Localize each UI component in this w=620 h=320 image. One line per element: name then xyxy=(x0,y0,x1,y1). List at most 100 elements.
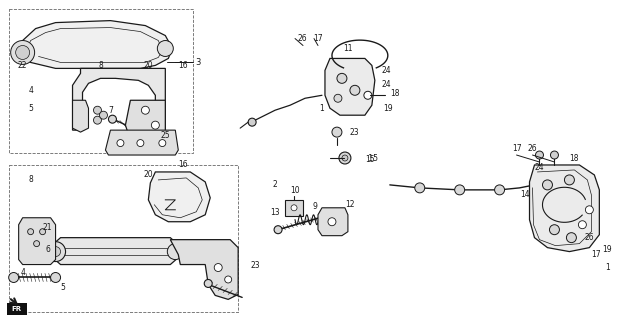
Polygon shape xyxy=(148,172,210,222)
Text: 16: 16 xyxy=(179,61,188,70)
Circle shape xyxy=(51,273,61,283)
Circle shape xyxy=(16,45,30,60)
Circle shape xyxy=(415,183,425,193)
Circle shape xyxy=(536,151,544,159)
Circle shape xyxy=(564,175,574,185)
Text: 20: 20 xyxy=(144,61,153,70)
Text: 23: 23 xyxy=(250,261,260,270)
Circle shape xyxy=(33,241,40,247)
Text: 4: 4 xyxy=(20,268,25,277)
Circle shape xyxy=(334,94,342,102)
Circle shape xyxy=(94,116,102,124)
Circle shape xyxy=(585,206,593,214)
Bar xyxy=(9,165,238,312)
Text: 24: 24 xyxy=(381,66,391,75)
Circle shape xyxy=(549,225,559,235)
Circle shape xyxy=(11,41,35,64)
Circle shape xyxy=(224,276,232,283)
Circle shape xyxy=(342,155,348,161)
Text: 22: 22 xyxy=(18,61,27,70)
Text: FR: FR xyxy=(12,306,22,312)
Text: 11: 11 xyxy=(343,44,353,53)
Circle shape xyxy=(248,118,256,126)
Polygon shape xyxy=(325,59,375,115)
Text: 25: 25 xyxy=(161,131,170,140)
Text: 3: 3 xyxy=(195,58,201,67)
Circle shape xyxy=(157,41,174,56)
Circle shape xyxy=(51,247,61,257)
Text: 6: 6 xyxy=(45,245,50,254)
Circle shape xyxy=(567,233,577,243)
Text: 5: 5 xyxy=(60,283,65,292)
Bar xyxy=(285,200,303,216)
Circle shape xyxy=(551,151,559,159)
Polygon shape xyxy=(53,238,179,265)
Text: 19: 19 xyxy=(603,245,612,254)
Text: 23: 23 xyxy=(349,128,359,137)
Circle shape xyxy=(9,273,19,283)
Text: 1: 1 xyxy=(605,263,609,272)
Text: 20: 20 xyxy=(144,171,153,180)
Circle shape xyxy=(159,140,166,147)
Circle shape xyxy=(495,185,505,195)
Text: 8: 8 xyxy=(98,61,103,70)
Circle shape xyxy=(454,185,464,195)
Text: 17: 17 xyxy=(512,144,521,153)
Text: 12: 12 xyxy=(345,200,355,209)
Circle shape xyxy=(46,242,66,261)
Text: 24: 24 xyxy=(381,80,391,89)
Polygon shape xyxy=(19,218,56,265)
Text: 10: 10 xyxy=(290,186,300,196)
Text: 17: 17 xyxy=(591,250,601,259)
Circle shape xyxy=(94,106,102,114)
Polygon shape xyxy=(125,100,166,152)
Text: 19: 19 xyxy=(383,104,392,113)
Bar xyxy=(9,9,193,153)
Text: 18: 18 xyxy=(390,89,399,98)
Text: 9: 9 xyxy=(312,202,317,211)
Circle shape xyxy=(542,180,552,190)
Text: 26: 26 xyxy=(528,144,538,153)
Circle shape xyxy=(40,229,46,235)
Text: 13: 13 xyxy=(270,208,280,217)
Polygon shape xyxy=(73,68,166,130)
Text: 5: 5 xyxy=(28,104,33,113)
Circle shape xyxy=(117,140,124,147)
Circle shape xyxy=(578,221,587,229)
Text: 2: 2 xyxy=(273,180,278,189)
Circle shape xyxy=(364,91,372,99)
Circle shape xyxy=(274,226,282,234)
Circle shape xyxy=(339,152,351,164)
Text: 18: 18 xyxy=(570,154,579,163)
Circle shape xyxy=(108,115,117,123)
Circle shape xyxy=(204,279,212,287)
Text: 8: 8 xyxy=(29,175,33,184)
Text: 17: 17 xyxy=(313,34,323,43)
Polygon shape xyxy=(529,165,600,252)
Circle shape xyxy=(291,205,297,211)
Polygon shape xyxy=(170,240,238,300)
Circle shape xyxy=(350,85,360,95)
Text: 14: 14 xyxy=(520,190,529,199)
Text: ·15: ·15 xyxy=(366,154,378,163)
Text: 1: 1 xyxy=(319,104,324,113)
Text: 7: 7 xyxy=(108,106,113,115)
Polygon shape xyxy=(318,208,348,236)
Circle shape xyxy=(332,127,342,137)
Circle shape xyxy=(328,218,336,226)
Circle shape xyxy=(337,73,347,83)
Bar xyxy=(7,303,27,315)
Polygon shape xyxy=(105,130,179,155)
Text: 16: 16 xyxy=(179,160,188,170)
Circle shape xyxy=(28,229,33,235)
Polygon shape xyxy=(19,20,172,68)
Text: 15: 15 xyxy=(365,156,374,164)
Circle shape xyxy=(141,106,149,114)
Polygon shape xyxy=(73,100,89,132)
Circle shape xyxy=(99,111,107,119)
Text: 26: 26 xyxy=(585,233,594,242)
Text: 26: 26 xyxy=(297,34,307,43)
Text: 24: 24 xyxy=(534,164,544,172)
Text: 4: 4 xyxy=(28,86,33,95)
Circle shape xyxy=(137,140,144,147)
